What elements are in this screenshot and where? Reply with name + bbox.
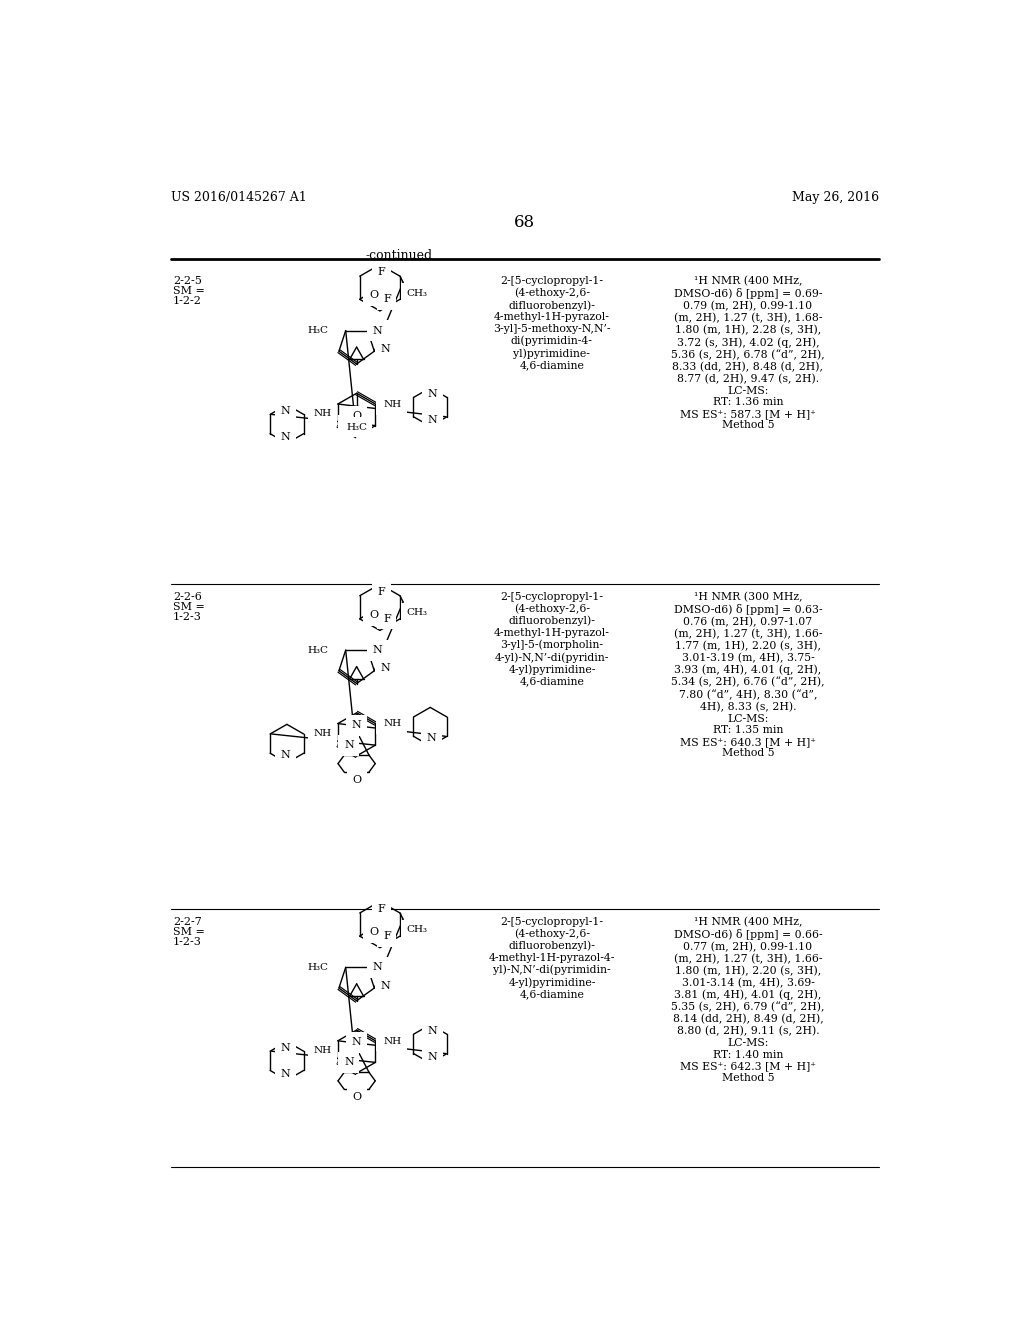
Text: F: F [383, 294, 391, 305]
Text: US 2016/0145267 A1: US 2016/0145267 A1 [171, 191, 306, 203]
Text: F: F [378, 587, 385, 597]
Text: O: O [369, 290, 378, 301]
Text: SM =: SM = [173, 602, 205, 612]
Text: N: N [281, 1043, 290, 1053]
Text: -continued: -continued [366, 249, 433, 263]
Text: N: N [382, 399, 391, 409]
Text: N: N [382, 1036, 391, 1045]
Text: CH₃: CH₃ [407, 609, 427, 618]
Text: N: N [281, 407, 290, 416]
Text: F: F [378, 268, 385, 277]
Text: ¹H NMR (400 MHz,
DMSO-d6) δ [ppm] = 0.69-
0.79 (m, 2H), 0.99-1.10
(m, 2H), 1.27 : ¹H NMR (400 MHz, DMSO-d6) δ [ppm] = 0.69… [671, 276, 825, 430]
Text: N: N [381, 345, 390, 354]
Text: F: F [383, 614, 391, 624]
Text: NH: NH [313, 1047, 332, 1055]
Text: N: N [281, 1069, 290, 1078]
Text: NH: NH [383, 1036, 401, 1045]
Text: N: N [344, 421, 353, 430]
Text: 2-2-7: 2-2-7 [173, 917, 202, 927]
Text: 2-[5-cyclopropyl-1-
(4-ethoxy-2,6-
difluorobenzyl)-
4-methyl-1H-pyrazol-4-
yl)-N: 2-[5-cyclopropyl-1- (4-ethoxy-2,6- diflu… [488, 917, 615, 999]
Text: CH₃: CH₃ [407, 289, 427, 297]
Text: N: N [428, 389, 437, 399]
Text: 2-2-6: 2-2-6 [173, 591, 202, 602]
Text: N: N [344, 741, 353, 750]
Text: N: N [381, 981, 390, 991]
Text: 68: 68 [514, 214, 536, 231]
Text: N: N [372, 326, 382, 335]
Text: 1-2-3: 1-2-3 [173, 937, 202, 946]
Text: O: O [369, 610, 378, 620]
Text: 1-2-2: 1-2-2 [173, 296, 202, 306]
Text: May 26, 2016: May 26, 2016 [792, 191, 879, 203]
Text: F: F [383, 931, 391, 941]
Text: O: O [352, 412, 361, 421]
Text: N: N [428, 1026, 437, 1036]
Text: O: O [352, 775, 361, 785]
Text: F: F [378, 904, 385, 915]
Text: NH: NH [313, 729, 332, 738]
Text: 2-[5-cyclopropyl-1-
(4-ethoxy-2,6-
difluorobenzyl)-
4-methyl-1H-pyrazol-
3-yl]-5: 2-[5-cyclopropyl-1- (4-ethoxy-2,6- diflu… [494, 276, 610, 370]
Text: N: N [281, 750, 290, 760]
Text: N: N [428, 1052, 437, 1063]
Text: H₃C: H₃C [307, 645, 329, 655]
Text: CH₃: CH₃ [407, 925, 427, 935]
Text: N: N [372, 962, 382, 973]
Text: 1-2-3: 1-2-3 [173, 612, 202, 622]
Text: O: O [352, 1092, 361, 1102]
Text: N: N [381, 664, 390, 673]
Text: SM =: SM = [173, 286, 205, 296]
Text: H₃C: H₃C [307, 326, 329, 335]
Text: N: N [344, 1057, 353, 1068]
Text: N: N [382, 718, 391, 729]
Text: H₃C: H₃C [346, 422, 368, 432]
Text: NH: NH [383, 400, 401, 409]
Text: O: O [369, 927, 378, 937]
Text: N: N [372, 645, 382, 655]
Text: NH: NH [313, 409, 332, 418]
Text: N: N [352, 721, 361, 730]
Text: 2-2-5: 2-2-5 [173, 276, 202, 286]
Text: ¹H NMR (300 MHz,
DMSO-d6) δ [ppm] = 0.63-
0.76 (m, 2H), 0.97-1.07
(m, 2H), 1.27 : ¹H NMR (300 MHz, DMSO-d6) δ [ppm] = 0.63… [671, 591, 824, 759]
Text: N: N [427, 733, 436, 743]
Text: N: N [428, 416, 437, 425]
Text: SM =: SM = [173, 927, 205, 937]
Text: 2-[5-cyclopropyl-1-
(4-ethoxy-2,6-
difluorobenzyl)-
4-methyl-1H-pyrazol-
3-yl]-5: 2-[5-cyclopropyl-1- (4-ethoxy-2,6- diflu… [494, 591, 610, 686]
Text: N: N [281, 432, 290, 442]
Text: H₃C: H₃C [307, 962, 329, 972]
Text: ¹H NMR (400 MHz,
DMSO-d6) δ [ppm] = 0.66-
0.77 (m, 2H), 0.99-1.10
(m, 2H), 1.27 : ¹H NMR (400 MHz, DMSO-d6) δ [ppm] = 0.66… [672, 917, 824, 1082]
Text: N: N [352, 1038, 361, 1047]
Text: NH: NH [383, 719, 401, 729]
